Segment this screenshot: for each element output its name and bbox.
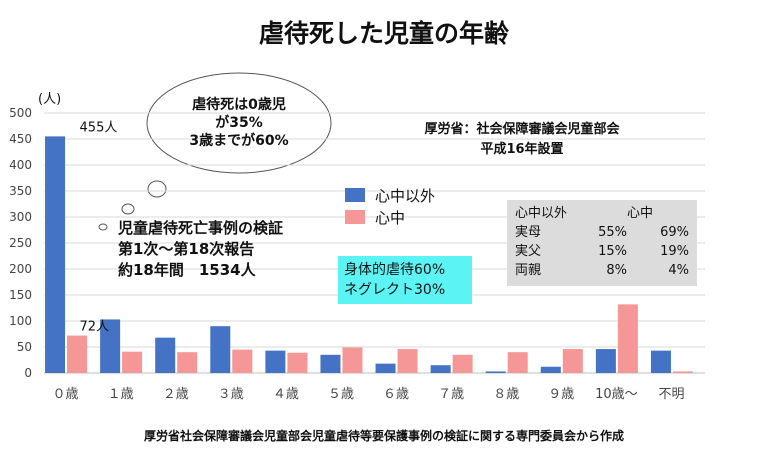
bar-non-shinju [320,354,341,373]
bar-non-shinju [45,136,66,373]
x-tick-label: 不明 [658,387,684,402]
bar-shinju [177,352,198,373]
review-line-1: 児童虐待死亡事例の検証 [118,219,284,237]
organization-note: 厚労省：社会保障審議会児童部会 平成16年設置 [396,120,648,160]
perpetrator-row: 実父 15% 19% [515,242,689,261]
perpetrator-table: 心中以外 心中 実母 55% 69% 実父 15% 19% 両親 8% 4% [507,200,697,286]
y-tick-label: 400 [9,158,32,172]
perpetrator-value-non-shinju: 15% [598,244,627,259]
x-axis-ticks: ０歳 １歳 ２歳 ３歳 ４歳 ５歳 ６歳 ７歳 ８歳 ９歳 10歳～ 不明 [53,387,685,402]
thought-bubble-dot-medium [121,203,135,215]
bar-shinju [562,349,583,373]
bar-shinju [342,347,363,373]
bar-shinju [452,354,473,373]
bar-annotation: 72人 [80,320,110,335]
bars [45,136,693,373]
x-tick-label: １歳 [108,387,134,402]
bar-non-shinju [485,371,506,373]
y-tick-label: 200 [9,262,32,276]
thought-bubble-dot-small [98,223,108,231]
thought-bubble-dot-large [147,180,167,198]
perpetrator-row: 実母 55% 69% [515,223,689,242]
source-note: 厚労省社会保障審議会児童部会児童虐待等要保護事例の検証に関する専門委員会から作成 [143,429,624,443]
y-tick-label: 450 [9,132,32,146]
callout-line-2: が35% [215,115,263,131]
perpetrator-header-1: 心中以外 [515,206,568,221]
x-tick-label: ６歳 [383,387,409,402]
bar-annotation: 455人 [80,120,118,135]
y-tick-label: 100 [9,314,32,328]
legend-swatch-series-2 [345,210,365,224]
x-tick-label: ３歳 [218,387,244,402]
callout-line-1: 虐待死は0歳児 [192,97,286,113]
bar-shinju [507,352,528,373]
abuse-type-box: 身体的虐待60% ネグレクト30% [338,256,472,304]
callout-line-3: 3歳までが60% [189,133,289,149]
bar-shinju [232,349,253,373]
organization-line-1: 厚労省：社会保障審議会児童部会 [424,122,620,137]
perpetrator-role: 実母 [515,225,542,240]
x-tick-label: 10歳～ [595,387,638,402]
y-tick-label: 150 [9,288,32,302]
bar-non-shinju [595,349,616,373]
page-title: 虐待死した児童の年齢 [258,19,509,48]
perpetrator-row: 両親 8% 4% [515,261,689,280]
x-tick-label: ５歳 [328,387,354,402]
bar-non-shinju [375,363,396,373]
bar-non-shinju [540,366,561,373]
bar-non-shinju [155,337,176,373]
x-tick-label: ４歳 [273,387,299,402]
legend-item-series-2: 心中 [345,206,435,228]
legend-item-series-1: 心中以外 [345,184,435,206]
bar-non-shinju [100,319,121,373]
bar-shinju [122,351,143,373]
bar-shinju [617,304,638,373]
bar-non-shinju [650,350,671,373]
x-tick-label: ７歳 [438,387,464,402]
y-axis-ticks: 0 50 100 150 200 250 300 350 400 450 500 [9,106,32,380]
review-line-2: 第1次～第18次報告 [118,240,255,258]
bar-shinju [672,371,693,373]
review-note: 児童虐待死亡事例の検証 第1次～第18次報告 約18年間 1534人 [118,218,283,281]
x-tick-label: ０歳 [53,387,79,402]
perpetrator-value-non-shinju: 8% [606,263,627,278]
y-tick-label: 250 [9,236,32,250]
bar-non-shinju [430,365,451,373]
y-tick-label: 50 [17,340,32,354]
abuse-type-line-2: ネグレクト30% [344,282,446,298]
y-tick-label: 500 [9,106,32,120]
chart-legend: 心中以外 心中 [345,184,435,228]
bar-shinju [397,349,418,373]
bar-shinju [287,352,308,373]
bar-shinju [67,335,88,373]
perpetrator-value-non-shinju: 55% [598,225,627,240]
perpetrator-role: 両親 [515,263,542,278]
y-axis-label: (人) [38,92,61,107]
y-tick-label: 350 [9,184,32,198]
abuse-type-line-1: 身体的虐待60% [344,262,446,278]
perpetrator-header-3: 心中 [627,206,654,221]
perpetrator-header-row: 心中以外 心中 [515,204,689,223]
perpetrator-role: 実父 [515,244,542,259]
y-tick-label: 0 [24,366,32,380]
bar-non-shinju [265,350,286,373]
perpetrator-value-shinju: 19% [660,244,689,259]
x-tick-label: ９歳 [548,387,574,402]
organization-line-2: 平成16年設置 [480,142,564,157]
thought-bubble [146,72,332,174]
perpetrator-value-shinju: 69% [660,225,689,240]
annotations: 455人 72人 [80,120,118,334]
y-tick-label: 300 [9,210,32,224]
perpetrator-value-shinju: 4% [668,263,689,278]
callout-text: 虐待死は0歳児 が35% 3歳までが60% [165,96,313,150]
bar-non-shinju [210,326,231,373]
x-tick-label: ８歳 [493,387,519,402]
review-line-3: 約18年間 1534人 [118,261,256,279]
legend-label-series-2: 心中 [375,208,406,227]
x-tick-label: ２歳 [163,387,189,402]
legend-label-series-1: 心中以外 [375,186,436,205]
legend-swatch-series-1 [345,188,365,202]
